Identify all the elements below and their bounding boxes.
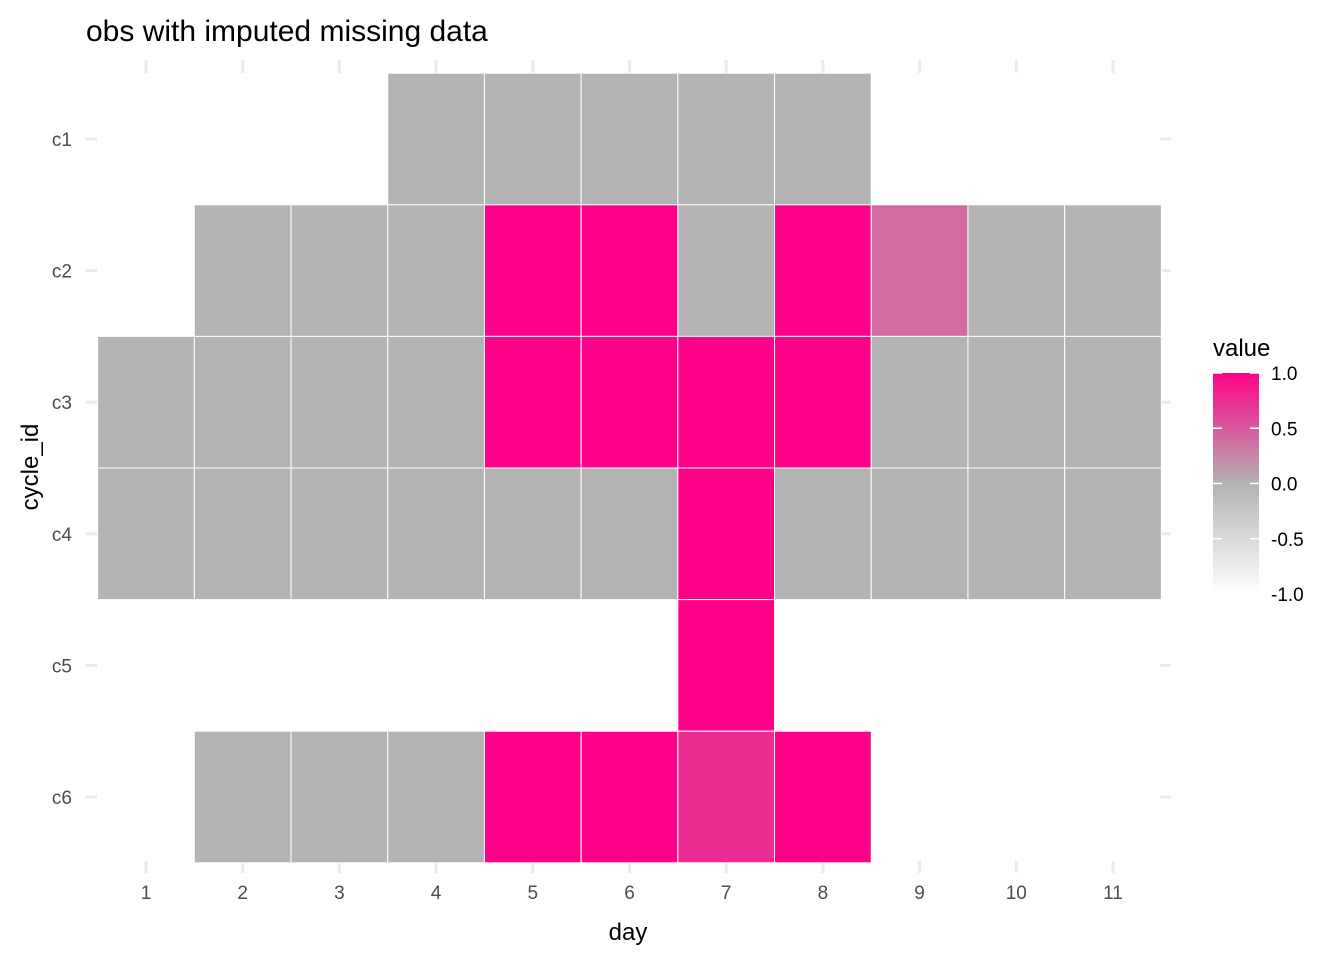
x-axis-title: day	[609, 919, 648, 946]
heatmap-cell-c6-day-4	[387, 730, 485, 864]
heatmap-cell-c1-day-7	[677, 72, 776, 206]
heatmap-cell-c2-day-2	[193, 204, 292, 337]
heatmap-cell-c2-day-6	[580, 204, 679, 337]
legend-label: -0.5	[1271, 530, 1304, 551]
x-tick-label: 8	[818, 883, 829, 904]
heatmap-cell-c2-day-10	[967, 204, 1066, 337]
legend-label: 1.0	[1271, 364, 1297, 385]
x-tick-label: 2	[237, 883, 248, 904]
x-tick-label: 9	[914, 883, 925, 904]
heatmap-cell-c3-day-6	[580, 335, 679, 469]
x-tick-label: 3	[334, 883, 345, 904]
y-axis-title: cycle_id	[17, 424, 44, 511]
heatmap-cell-c6-day-2	[193, 730, 292, 864]
heatmap-cell-c6-day-6	[580, 730, 679, 864]
y-tick-label: c3	[52, 393, 72, 414]
heatmap-cell-c6-day-8	[774, 730, 872, 864]
heatmap-cell-c4-day-11	[1064, 467, 1162, 601]
heatmap-cell-c3-day-1	[97, 335, 195, 469]
heatmap-cell-c1-day-6	[580, 72, 679, 206]
heatmap-cell-c2-day-9	[870, 204, 969, 337]
y-tick-label: c2	[52, 262, 72, 283]
heatmap-cell-c4-day-4	[387, 467, 485, 601]
y-tick-label: c4	[52, 525, 73, 546]
heatmap-cell-c4-day-9	[870, 467, 969, 601]
heatmap-cell-c2-day-3	[290, 204, 389, 337]
heatmap-cell-c4-day-3	[290, 467, 389, 601]
heatmap-cell-c4-day-7	[677, 467, 776, 601]
legend-label: -1.0	[1271, 585, 1304, 606]
heatmap-cell-c4-day-6	[580, 467, 679, 601]
legend: value 1.0 0.5 0.0 -0.5 -1.0	[1213, 335, 1304, 606]
heatmap-cell-c4-day-5	[483, 467, 582, 601]
heatmap-tiles	[97, 72, 1162, 864]
heatmap-cell-c2-day-4	[387, 204, 485, 337]
y-tick-label: c6	[52, 788, 72, 809]
heatmap-cell-c5-day-7	[677, 599, 776, 732]
x-tick-label: 1	[141, 883, 152, 904]
heatmap-cell-c3-day-10	[967, 335, 1066, 469]
heatmap-cell-c3-day-5	[483, 335, 582, 469]
heatmap-cell-c4-day-8	[774, 467, 872, 601]
x-tick-label: 10	[1006, 883, 1027, 904]
x-tick-label: 5	[528, 883, 539, 904]
legend-label: 0.5	[1271, 419, 1297, 440]
heatmap-cell-c4-day-2	[193, 467, 292, 601]
y-tick-label: c5	[52, 656, 72, 677]
x-tick-label: 11	[1103, 883, 1123, 904]
legend-title: value	[1213, 335, 1270, 362]
y-axis-tick-labels: c1 c2 c3 c4 c5 c6	[52, 130, 73, 809]
heatmap-cell-c3-day-11	[1064, 335, 1162, 469]
heatmap-cell-c6-day-3	[290, 730, 389, 864]
legend-label: 0.0	[1271, 475, 1297, 496]
chart-title: obs with imputed missing data	[86, 15, 488, 48]
x-axis-tick-labels: 1 2 3 4 5 6 7 8 9 10 11	[141, 883, 1123, 904]
x-tick-label: 7	[721, 883, 732, 904]
heatmap-cell-c3-day-7	[677, 335, 776, 469]
heatmap-cell-c2-day-5	[483, 204, 582, 337]
x-tick-label: 6	[624, 883, 635, 904]
heatmap-cell-c1-day-5	[483, 72, 582, 206]
legend-labels: 1.0 0.5 0.0 -0.5 -1.0	[1271, 364, 1304, 606]
heatmap-cell-c3-day-8	[774, 335, 872, 469]
legend-ticks	[1213, 372, 1259, 595]
heatmap-cell-c2-day-11	[1064, 204, 1162, 337]
heatmap-cell-c3-day-2	[193, 335, 292, 469]
x-tick-label: 4	[431, 883, 442, 904]
heatmap-cell-c2-day-7	[677, 204, 776, 337]
heatmap-cell-c6-day-5	[483, 730, 582, 864]
y-tick-label: c1	[52, 130, 72, 151]
heatmap-cell-c1-day-4	[387, 72, 485, 206]
heatmap-cell-c4-day-10	[967, 467, 1066, 601]
heatmap-cell-c3-day-9	[870, 335, 969, 469]
heatmap-cell-c6-day-7	[677, 730, 776, 864]
heatmap-cell-c1-day-8	[774, 72, 872, 206]
heatmap-cell-c2-day-8	[774, 204, 872, 337]
heatmap-cell-c3-day-3	[290, 335, 389, 469]
heatmap-cell-c3-day-4	[387, 335, 485, 469]
heatmap-cell-c4-day-1	[97, 467, 195, 601]
